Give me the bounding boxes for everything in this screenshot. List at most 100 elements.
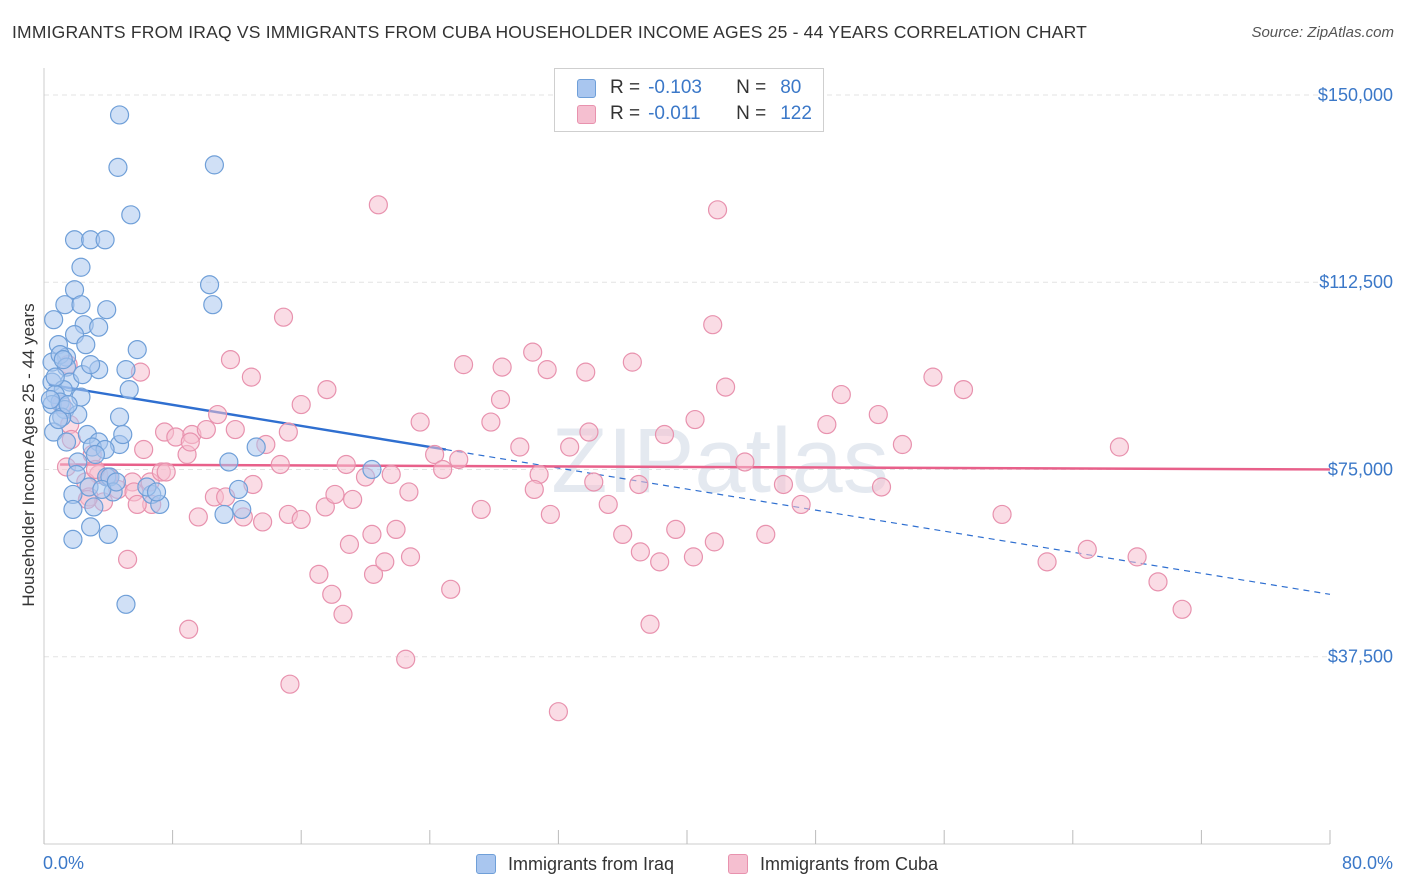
cuba-point — [1127, 547, 1147, 567]
iraq-point — [228, 479, 249, 500]
iraq-point — [219, 452, 239, 472]
cuba-point — [433, 459, 453, 480]
cuba-point — [400, 547, 421, 567]
cuba-point — [524, 479, 544, 500]
cuba-point — [548, 702, 569, 722]
iraq-point — [81, 355, 101, 375]
y-axis-label: Householder Income Ages 25 - 44 years — [19, 303, 38, 606]
cuba-point — [270, 454, 290, 475]
iraq-point — [71, 295, 91, 315]
iraq-point — [84, 497, 104, 517]
iraq-point — [203, 295, 223, 315]
cuba-point — [773, 474, 794, 495]
cuba-point — [654, 424, 675, 445]
cuba-point — [831, 384, 851, 405]
cuba-point — [576, 362, 596, 382]
iraq-point — [246, 437, 266, 457]
iraq-point — [45, 367, 65, 387]
cuba-point — [280, 674, 300, 694]
cuba-swatch — [577, 104, 596, 124]
iraq-point — [232, 499, 252, 520]
cuba-point — [291, 509, 311, 530]
bottom-iraq-label: Immigrants from Iraq — [508, 853, 675, 874]
cuba-point — [598, 494, 618, 515]
iraq-point — [48, 409, 69, 430]
stats-legend: R = -0.103 N = 80 R = -0.011 N = 122 — [554, 68, 824, 132]
cuba-point — [540, 504, 560, 525]
iraq-point — [58, 394, 78, 415]
cuba-point — [666, 519, 686, 540]
iraq-point — [98, 524, 118, 545]
iraq-point — [109, 407, 130, 427]
iraq-r-label: R = — [610, 77, 641, 98]
iraq-point — [108, 157, 128, 177]
cuba-point — [425, 444, 445, 465]
cuba-point — [715, 377, 736, 397]
iraq-r-value: -0.103 — [648, 77, 702, 98]
cuba-point — [992, 504, 1012, 525]
iraq-point — [63, 529, 83, 549]
cuba-point — [362, 524, 382, 545]
cuba-point — [278, 422, 298, 442]
cuba-point — [399, 482, 419, 502]
iraq-point — [53, 350, 73, 370]
cuba-point — [253, 512, 273, 532]
cuba-point — [336, 454, 356, 475]
cuba-point — [510, 437, 530, 457]
cuba-point — [629, 474, 649, 495]
cuba-point — [1172, 599, 1192, 619]
iraq-point — [214, 504, 234, 525]
cuba-point — [685, 409, 705, 430]
cuba-point — [630, 542, 650, 562]
cuba-point — [868, 404, 888, 425]
iraq-swatch — [577, 78, 596, 98]
iraq-point — [71, 257, 91, 277]
y-tick-labels: $37,500 $75,000 $112,500 $150,000 — [1318, 85, 1393, 667]
iraq-point — [109, 105, 130, 125]
iraq-point — [89, 317, 109, 337]
y-tick-label: $112,500 — [1319, 272, 1393, 292]
iraq-trend-line — [48, 383, 447, 451]
legend-row-cuba: R = -0.011 N = 122 — [577, 102, 812, 126]
source-credit: Source: ZipAtlas.com — [1251, 24, 1394, 41]
bottom-legend-cuba: Immigrants from Cuba — [728, 851, 938, 877]
iraq-n-label: N = — [736, 77, 767, 98]
bottom-cuba-label: Immigrants from Cuba — [760, 853, 939, 874]
cuba-point — [317, 379, 337, 400]
cuba-point — [180, 432, 200, 452]
iraq-point — [56, 432, 77, 452]
cuba-n-value: 122 — [780, 103, 812, 124]
cuba-point — [892, 434, 913, 455]
cuba-point — [339, 534, 360, 554]
iraq-point — [199, 275, 220, 295]
cuba-point — [368, 195, 388, 215]
cuba-point — [309, 564, 329, 584]
cuba-point — [241, 367, 261, 387]
cuba-point — [220, 350, 241, 370]
cuba-point — [613, 524, 633, 545]
cuba-point — [1109, 437, 1130, 457]
cuba-point — [188, 507, 208, 527]
cuba-point — [127, 494, 147, 515]
cuba-point — [441, 579, 461, 599]
cuba-point — [117, 549, 138, 569]
cuba-point — [396, 649, 416, 669]
cuba-point — [1037, 552, 1057, 572]
cuba-point — [622, 352, 642, 372]
cuba-point — [817, 414, 837, 435]
bottom-iraq-swatch — [476, 854, 496, 874]
cuba-point — [375, 552, 395, 572]
y-tick-label: $150,000 — [1318, 85, 1393, 105]
cuba-point — [179, 619, 199, 639]
cuba-r-label: R = — [610, 103, 641, 124]
iraq-point — [146, 482, 167, 502]
iraq-point — [44, 310, 64, 330]
cuba-point — [735, 452, 755, 472]
iraq-point — [63, 499, 83, 520]
y-tick-label: $75,000 — [1328, 459, 1393, 479]
x-tick-label-min: 0.0% — [43, 853, 84, 873]
cuba-point — [156, 462, 176, 482]
cuba-point — [208, 404, 228, 425]
data-points — [40, 105, 1192, 722]
